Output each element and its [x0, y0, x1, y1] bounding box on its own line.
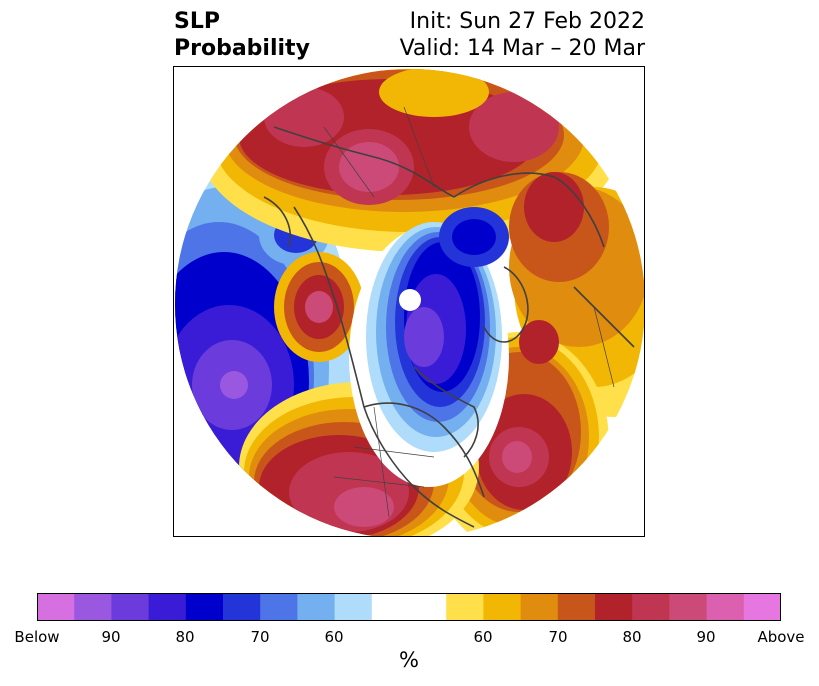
coastlines: [263, 126, 635, 528]
border-5: [323, 126, 375, 198]
colorbar-tick-label: 60: [324, 628, 344, 646]
north-ridge-east: [469, 92, 559, 162]
colorbar-border: [37, 593, 781, 621]
colorbar-tick-label: 90: [101, 628, 121, 646]
chart-title: SLP Probability: [174, 8, 310, 62]
borders: [323, 106, 615, 518]
north-ridge-core: [339, 142, 399, 192]
colorbar-swatch: [743, 593, 781, 621]
colorbar-swatch: [371, 593, 410, 621]
colorbar-swatch: [595, 593, 633, 621]
border-2: [353, 446, 435, 458]
colorbar-tick-label: Above: [757, 628, 805, 646]
colorbar-tick-label: 80: [622, 628, 642, 646]
colorbar-swatch: [557, 593, 596, 621]
us-border: [363, 402, 485, 498]
colorbar-tick-label: 90: [696, 628, 716, 646]
title-line-2: Probability: [174, 36, 310, 61]
colorbar-swatch: [74, 593, 112, 621]
colorbar-swatch: [148, 593, 187, 621]
probability-field: [175, 69, 644, 536]
colorbar-swatch: [297, 593, 336, 621]
atlantic-ridge-north: [519, 320, 559, 364]
border-1: [373, 406, 390, 518]
colorbar-swatch: [520, 593, 559, 621]
colorbar-swatch: [446, 593, 484, 621]
colorbar-tick-label: 80: [175, 628, 195, 646]
alaska: [263, 196, 291, 248]
colorbar-swatch: [483, 593, 522, 621]
arctic-low-core: [452, 219, 496, 255]
colorbar-swatch: [185, 593, 224, 621]
map-svg: [175, 69, 644, 536]
border-6: [403, 106, 435, 188]
colorbar: [37, 593, 781, 621]
europe-coast: [573, 286, 635, 348]
forecast-dates: Init: Sun 27 Feb 2022 Valid: 14 Mar – 20…: [400, 8, 645, 62]
colorbar-tick-label: 60: [473, 628, 493, 646]
atlantic-ridge-core: [502, 441, 532, 473]
colorbar-tick-label: Below: [14, 628, 60, 646]
init-date: Init: Sun 27 Feb 2022: [409, 9, 645, 34]
trough-core: [404, 307, 444, 367]
colorbar-swatch: [706, 593, 745, 621]
greenland: [483, 266, 529, 343]
title-line-1: SLP: [174, 9, 220, 34]
border-4: [593, 306, 615, 388]
valid-dates: Valid: 14 Mar – 20 Mar: [399, 36, 645, 61]
na-ridge-core: [334, 487, 394, 527]
pole-mask: [399, 289, 421, 311]
canada-ridge-core: [305, 291, 333, 323]
probability-map: [173, 66, 645, 537]
colorbar-swatch: [37, 593, 75, 621]
colorbar-swatch: [111, 593, 150, 621]
colorbar-tick-label: 70: [250, 628, 270, 646]
border-3: [333, 476, 425, 488]
east-ridge-core: [524, 172, 584, 242]
colorbar-swatch: [632, 593, 670, 621]
colorbar-swatch: [669, 593, 708, 621]
hudson-bay: [413, 366, 479, 458]
colorbar-tick-label: 70: [548, 628, 568, 646]
colorbar-swatch: [260, 593, 298, 621]
north-ridge-top: [379, 69, 489, 117]
colorbar-swatch: [334, 593, 373, 621]
colorbar-swatch: [223, 593, 261, 621]
arctic-coast: [453, 172, 605, 248]
colorbar-svg: [37, 593, 781, 621]
colorbar-swatch: [409, 593, 447, 621]
pacific-low-core: [220, 371, 248, 399]
siberia-coast: [273, 126, 455, 198]
colorbar-unit: %: [399, 648, 419, 672]
